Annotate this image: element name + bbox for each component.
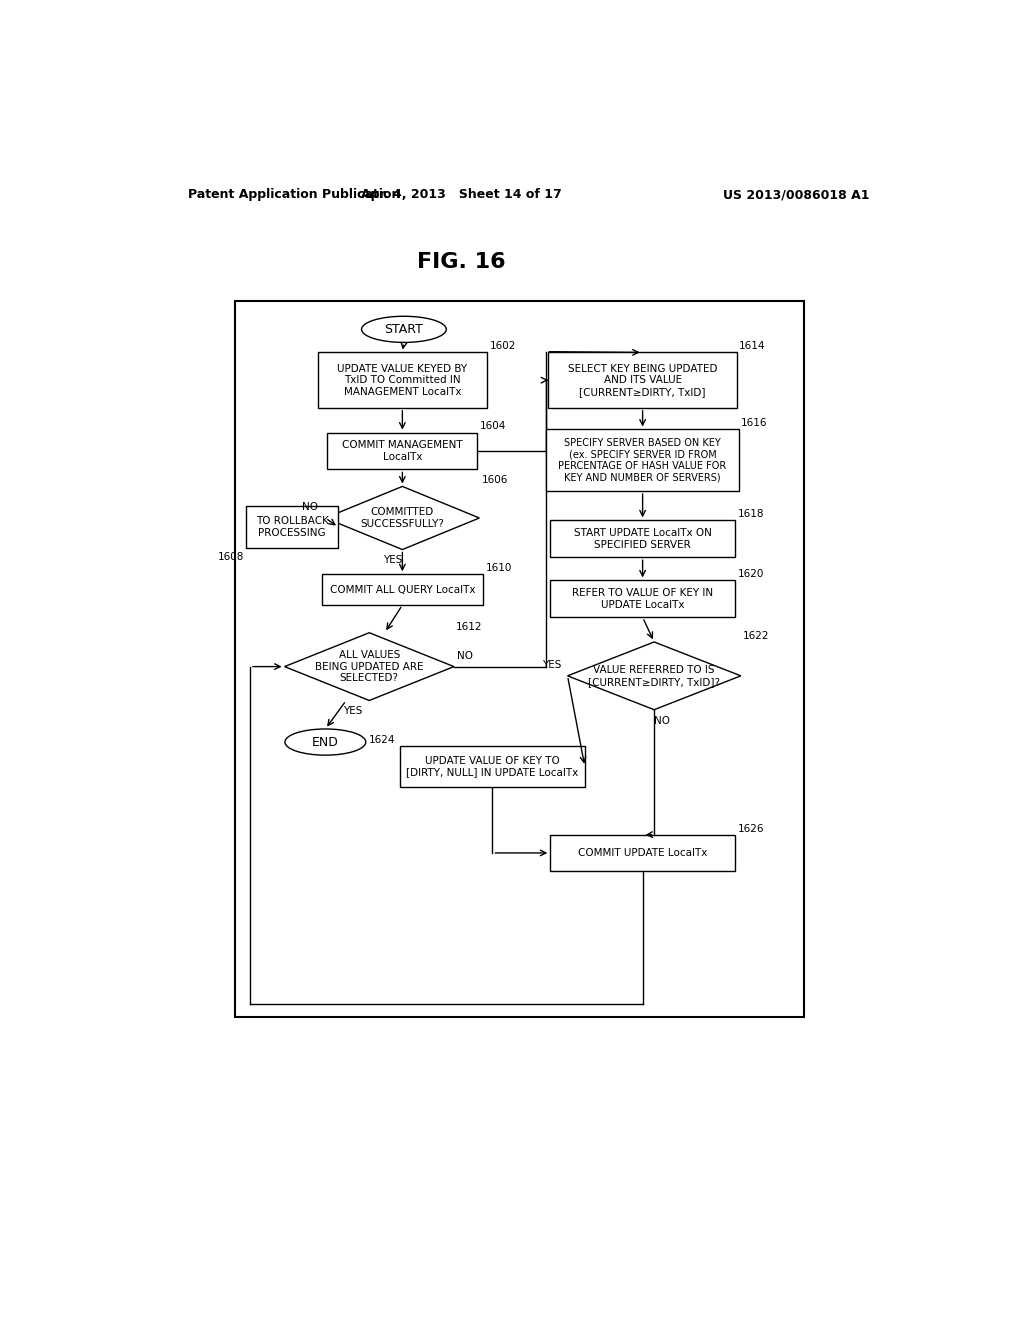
Text: 1622: 1622 <box>743 631 770 640</box>
Text: COMMITTED
SUCCESSFULLY?: COMMITTED SUCCESSFULLY? <box>360 507 444 529</box>
Text: 1608: 1608 <box>217 552 244 562</box>
Text: YES: YES <box>543 660 562 671</box>
FancyBboxPatch shape <box>550 520 735 557</box>
Text: SELECT KEY BEING UPDATED
AND ITS VALUE
[CURRENT≥DIRTY, TxID]: SELECT KEY BEING UPDATED AND ITS VALUE [… <box>568 363 718 397</box>
Text: 1626: 1626 <box>737 824 764 834</box>
Text: FIG. 16: FIG. 16 <box>418 252 506 272</box>
Text: US 2013/0086018 A1: US 2013/0086018 A1 <box>723 187 869 201</box>
FancyBboxPatch shape <box>317 352 487 408</box>
Text: UPDATE VALUE KEYED BY
TxID TO Committed IN
MANAGEMENT LocalTx: UPDATE VALUE KEYED BY TxID TO Committed … <box>337 363 467 397</box>
Text: 1606: 1606 <box>481 475 508 486</box>
Text: COMMIT MANAGEMENT
LocalTx: COMMIT MANAGEMENT LocalTx <box>342 440 463 462</box>
Text: END: END <box>312 735 339 748</box>
Ellipse shape <box>285 729 366 755</box>
Text: START: START <box>384 323 423 335</box>
FancyBboxPatch shape <box>322 574 483 605</box>
Text: 1620: 1620 <box>737 569 764 579</box>
Text: ALL VALUES
BEING UPDATED ARE
SELECTED?: ALL VALUES BEING UPDATED ARE SELECTED? <box>315 649 424 684</box>
Polygon shape <box>326 487 479 549</box>
Text: TO ROLLBACK
PROCESSING: TO ROLLBACK PROCESSING <box>256 516 329 539</box>
FancyBboxPatch shape <box>547 429 739 491</box>
Text: 1610: 1610 <box>485 564 512 573</box>
FancyBboxPatch shape <box>548 352 737 408</box>
FancyBboxPatch shape <box>328 433 477 470</box>
Polygon shape <box>285 632 454 701</box>
Ellipse shape <box>361 317 446 342</box>
Text: Patent Application Publication: Patent Application Publication <box>188 187 400 201</box>
Text: 1624: 1624 <box>370 735 395 744</box>
Polygon shape <box>567 642 740 710</box>
Text: NO: NO <box>457 651 473 661</box>
Text: COMMIT ALL QUERY LocalTx: COMMIT ALL QUERY LocalTx <box>330 585 475 594</box>
FancyBboxPatch shape <box>400 746 585 788</box>
Text: COMMIT UPDATE LocalTx: COMMIT UPDATE LocalTx <box>578 847 708 858</box>
Text: UPDATE VALUE OF KEY TO
[DIRTY, NULL] IN UPDATE LocalTx: UPDATE VALUE OF KEY TO [DIRTY, NULL] IN … <box>407 756 579 777</box>
Text: 1618: 1618 <box>737 510 764 519</box>
FancyBboxPatch shape <box>550 581 735 618</box>
Text: Apr. 4, 2013   Sheet 14 of 17: Apr. 4, 2013 Sheet 14 of 17 <box>361 187 562 201</box>
Text: YES: YES <box>343 706 362 717</box>
Text: 1604: 1604 <box>480 421 506 432</box>
Text: START UPDATE LocalTx ON
SPECIFIED SERVER: START UPDATE LocalTx ON SPECIFIED SERVER <box>573 528 712 549</box>
Text: VALUE REFERRED TO IS
[CURRENT≥DIRTY, TxID]?: VALUE REFERRED TO IS [CURRENT≥DIRTY, TxI… <box>588 665 720 686</box>
Text: YES: YES <box>383 556 402 565</box>
FancyBboxPatch shape <box>550 836 735 871</box>
Text: 1614: 1614 <box>739 342 766 351</box>
Text: SPECIFY SERVER BASED ON KEY
(ex. SPECIFY SERVER ID FROM
PERCENTAGE OF HASH VALUE: SPECIFY SERVER BASED ON KEY (ex. SPECIFY… <box>558 438 727 483</box>
Text: 1616: 1616 <box>741 418 768 428</box>
Text: REFER TO VALUE OF KEY IN
UPDATE LocalTx: REFER TO VALUE OF KEY IN UPDATE LocalTx <box>572 587 713 610</box>
Text: NO: NO <box>302 502 318 512</box>
Text: NO: NO <box>654 715 670 726</box>
Text: 1612: 1612 <box>457 622 482 631</box>
Text: 1602: 1602 <box>489 342 516 351</box>
FancyBboxPatch shape <box>246 507 339 548</box>
